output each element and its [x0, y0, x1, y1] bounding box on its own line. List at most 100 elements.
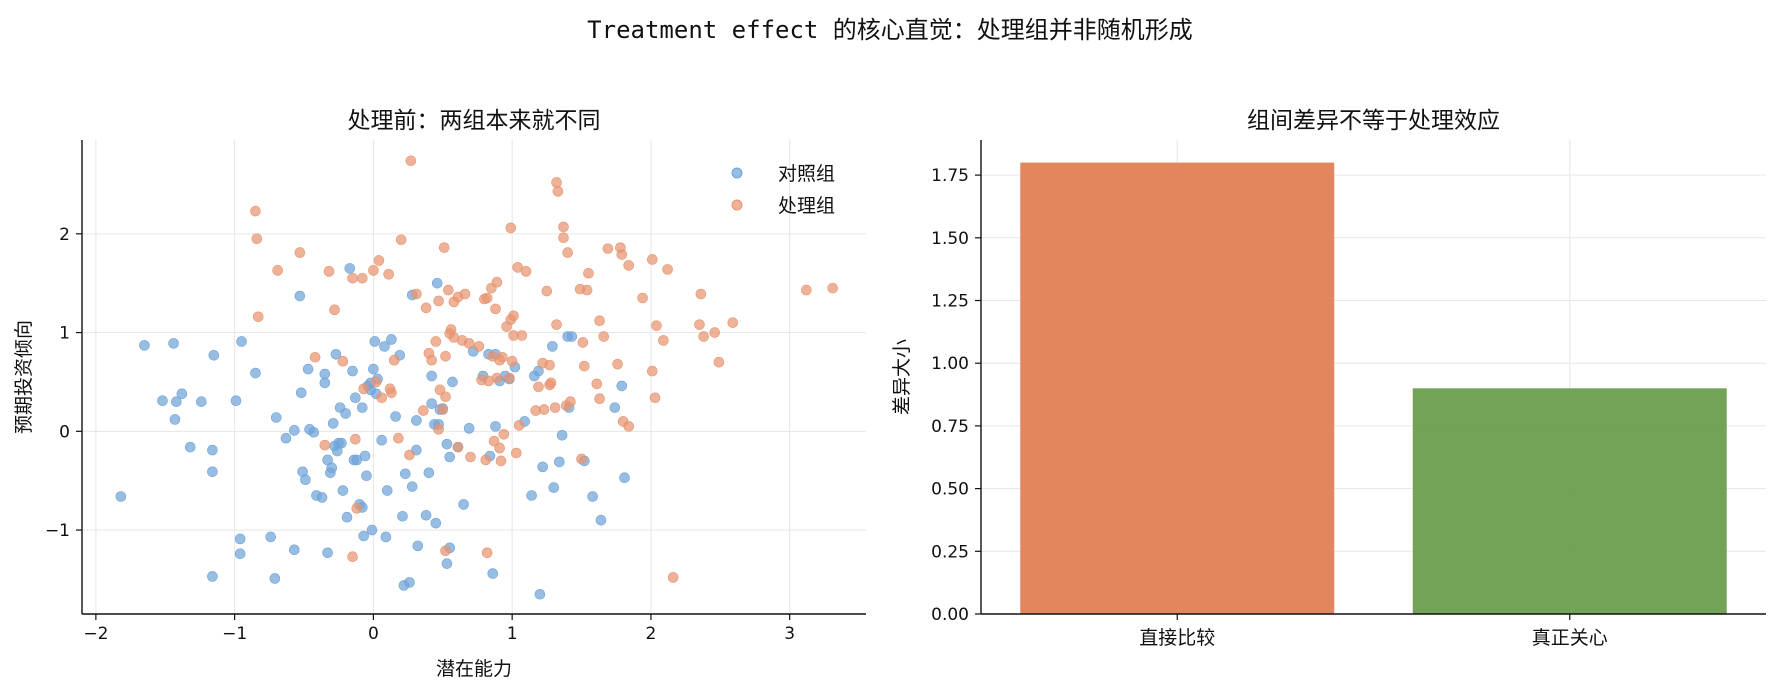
- scatter-point-control: [463, 423, 475, 434]
- scatter-point-control: [361, 470, 372, 482]
- scatter-point-control: [341, 511, 353, 523]
- bar-y-tick-label: 0.00: [931, 605, 969, 625]
- scatter-point-control: [547, 341, 558, 352]
- bar-category-label: 直接比较: [1139, 627, 1215, 649]
- scatter-point-treatment: [463, 338, 475, 349]
- bar-y-label: 差异大小: [891, 339, 913, 415]
- scatter-point-treatment: [480, 454, 492, 466]
- scatter-point-treatment: [490, 303, 501, 315]
- scatter-point-treatment: [538, 404, 550, 415]
- scatter-title: 处理前：两组本来就不同: [348, 108, 601, 134]
- scatter-point-treatment: [598, 331, 610, 342]
- scatter-point-control: [441, 558, 453, 569]
- scatter-point-treatment: [651, 320, 662, 331]
- scatter-grid: [82, 140, 866, 614]
- scatter-point-control: [207, 466, 218, 478]
- scatter-point-control: [411, 415, 422, 426]
- scatter-point-control: [526, 490, 537, 501]
- scatter-point-control: [330, 348, 342, 360]
- scatter-point-treatment: [616, 249, 628, 260]
- scatter-point-control: [269, 573, 281, 584]
- scatter-point-control: [358, 530, 369, 542]
- scatter-x-tick-label: −2: [83, 624, 108, 644]
- legend: 对照组 处理组: [731, 163, 835, 217]
- scatter-point-treatment: [558, 232, 569, 244]
- bar-panel: 0.00 0.25 0.50 0.75 1.00 1.25 1.50 1.75 直接比较 真正关心…: [891, 108, 1766, 649]
- scatter-x-tick-label: 1: [507, 624, 518, 644]
- scatter-point-control: [556, 429, 568, 441]
- scatter-point-treatment: [576, 453, 587, 465]
- scatter-panel: −2 −1 0 1 2 3 −1 0 1 2 处理前：两组本来就不同 潜在能力 预期投资倾向 对照…: [13, 108, 866, 680]
- scatter-point-control: [322, 547, 333, 559]
- scatter-point-control: [423, 467, 435, 479]
- scatter-point-treatment: [623, 260, 635, 271]
- scatter-point-treatment: [602, 243, 614, 254]
- scatter-point-control: [316, 492, 328, 503]
- scatter-point-treatment: [251, 233, 263, 245]
- scatter-point-control: [380, 531, 392, 543]
- scatter-point-treatment: [827, 282, 838, 294]
- scatter-point-treatment: [347, 551, 358, 563]
- scatter-point-treatment: [647, 365, 658, 377]
- scatter-point-control: [157, 395, 168, 407]
- scatter-point-treatment: [351, 503, 363, 514]
- legend-marker-control: [731, 167, 743, 179]
- scatter-point-control: [379, 341, 390, 352]
- scatter-point-treatment: [801, 284, 812, 296]
- scatter-point-control: [289, 425, 300, 436]
- scatter-point-control: [595, 514, 607, 526]
- scatter-point-treatment: [440, 391, 451, 403]
- scatter-x-tick-label: 0: [368, 624, 379, 644]
- scatter-point-treatment: [533, 381, 544, 393]
- scatter-y-tick-label: 2: [59, 225, 70, 245]
- legend-label-treatment: 处理组: [778, 195, 835, 217]
- scatter-point-control: [139, 340, 150, 351]
- scatter-point-control: [397, 510, 408, 522]
- scatter-point-control: [359, 450, 371, 462]
- scatter-point-treatment: [347, 272, 358, 284]
- bar-ticks: 0.00 0.25 0.50 0.75 1.00 1.25 1.50 1.75 直接比较 真正关心: [931, 166, 1608, 649]
- scatter-point-control: [236, 336, 247, 347]
- scatter-point-treatment: [508, 310, 519, 322]
- scatter-point-control: [406, 481, 418, 492]
- scatter-point-treatment: [368, 265, 379, 276]
- scatter-x-tick-label: 2: [646, 624, 657, 644]
- scatter-point-treatment: [323, 266, 335, 277]
- scatter-point-treatment: [594, 315, 605, 327]
- scatter-point-treatment: [383, 268, 394, 280]
- scatter-x-tick-label: 3: [784, 624, 795, 644]
- scatter-point-treatment: [591, 378, 603, 390]
- scatter-point-treatment: [252, 311, 264, 323]
- scatter-point-control: [208, 349, 220, 361]
- scatter-point-control: [487, 568, 499, 579]
- scatter-point-treatment: [544, 359, 555, 371]
- scatter-point-treatment: [356, 272, 368, 284]
- scatter-point-control: [176, 388, 188, 400]
- scatter-point-control: [386, 334, 397, 345]
- scatter-point-control: [616, 380, 628, 392]
- scatter-point-treatment: [658, 335, 669, 346]
- scatter-point-treatment: [440, 350, 451, 362]
- scatter-y-tick-label: 1: [59, 324, 70, 344]
- scatter-point-treatment: [488, 435, 500, 447]
- scatter-point-treatment: [491, 276, 503, 288]
- scatter-point-treatment: [494, 442, 505, 454]
- scatter-point-control: [554, 456, 565, 468]
- scatter-point-treatment: [637, 292, 648, 304]
- scatter-point-control: [171, 396, 182, 407]
- scatter-point-treatment: [388, 354, 400, 366]
- scatter-point-treatment: [250, 205, 261, 217]
- scatter-point-treatment: [350, 433, 361, 445]
- scatter-point-control: [295, 387, 307, 399]
- scatter-point-treatment: [465, 451, 476, 463]
- scatter-point-control: [308, 426, 320, 438]
- scatter-point-control: [289, 544, 300, 556]
- scatter-point-treatment: [433, 295, 444, 307]
- scatter-point-control: [234, 533, 246, 545]
- scatter-point-control: [294, 290, 306, 302]
- scatter-point-treatment: [329, 304, 340, 316]
- scatter-point-treatment: [551, 177, 562, 188]
- scatter-point-treatment: [504, 372, 515, 384]
- scatter-point-control: [115, 491, 127, 502]
- scatter-point-control: [327, 418, 339, 429]
